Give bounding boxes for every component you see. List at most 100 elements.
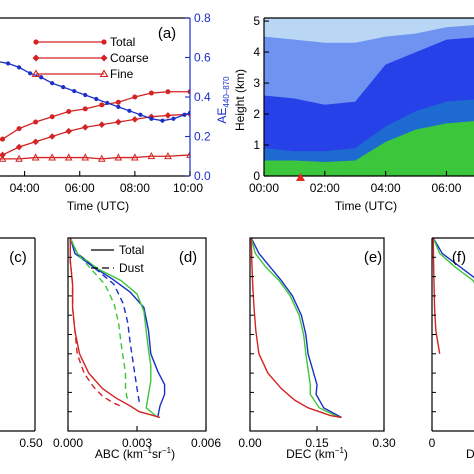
data-point-ae-13	[127, 108, 132, 113]
data-point-ae-12	[116, 104, 121, 109]
panel-a-ae-ticks: 0.0 0.2 0.4 0.6 0.8	[185, 11, 211, 183]
panel-c: 0.50 (c)	[0, 237, 43, 450]
data-point-coarse-3	[32, 138, 39, 146]
panel-b-x-tick-label-1: 02:00	[310, 181, 340, 195]
panel-d-label: (d)	[179, 249, 197, 266]
panel-a-plot-area	[0, 61, 190, 162]
d-profile-dust-blue	[69, 237, 140, 403]
panel-b-y-ticks: 0 1 2 3 4 5	[253, 14, 269, 183]
data-point-total-8	[115, 99, 121, 105]
panel-a-label: (a)	[158, 25, 176, 42]
panel-b-x-ticks: 00:00 02:00 04:00 06:00	[249, 171, 462, 195]
data-point-total-12	[187, 89, 190, 95]
e-x-tick-label-0: 0.00	[238, 436, 262, 450]
data-point-fine-1	[0, 154, 7, 162]
panel-d-xlabel-sup1: −1	[143, 446, 153, 455]
panel-e-x-ticks: 0.00 0.15 0.30	[238, 426, 396, 450]
panel-b-y-tick-label-5: 5	[253, 14, 260, 28]
panel-b-x-tick-label-3: 06:00	[431, 181, 461, 195]
panel-c-x-tick-label-0: 0.50	[19, 436, 43, 450]
data-point-total-6	[82, 106, 88, 112]
data-point-total-4	[49, 114, 55, 120]
data-point-ae-2	[5, 61, 11, 66]
panel-b-y-tick-label-4: 4	[253, 45, 260, 59]
panel-d-xlabel-mid: sr	[152, 447, 162, 461]
data-point-ae-16	[160, 118, 165, 123]
panel-f-label: (f)	[452, 249, 466, 266]
panel-a-ae-label-sub: 440–870	[222, 76, 231, 108]
data-point-fine-6	[81, 153, 90, 161]
panel-a-ae-tick-label-2: 0.4	[194, 90, 211, 104]
data-point-ae-14	[138, 112, 143, 117]
data-point-ae-6	[50, 81, 55, 86]
legend-label-d-dust: Dust	[119, 261, 144, 275]
d-x-tick-label-2: 0.006	[191, 436, 221, 450]
legend-marker-coarse-left	[32, 54, 40, 62]
panel-a-x-ticks: 04:00 06:00 08:00 10:00	[10, 171, 203, 195]
panel-b-y-tick-label-2: 2	[253, 107, 260, 121]
panel-a-ae-label-main: AE	[215, 108, 229, 124]
d-profile-total-red	[69, 238, 161, 419]
data-point-coarse-8	[115, 118, 122, 126]
panel-f-x-axis-label-partial: D	[466, 447, 474, 461]
panel-a-legend: Total Coarse Fine	[31, 35, 149, 81]
data-point-fine-12	[186, 150, 190, 158]
legend-label-d-total: Total	[119, 243, 144, 257]
data-point-total-2	[16, 126, 22, 132]
panel-e-xlabel-end: )	[344, 447, 348, 461]
e-x-tick-label-1: 0.15	[305, 436, 329, 450]
d-profile-dust-red	[69, 238, 124, 408]
heatmap-layer-4	[264, 121, 474, 176]
panel-b-time-marker	[295, 173, 305, 181]
panel-b-y-tick-label-1: 1	[253, 138, 260, 152]
legend-marker-coarse-right	[100, 54, 108, 62]
panel-d-legend: Total Dust	[91, 243, 144, 275]
panel-b-x-tick-label-2: 04:00	[371, 181, 401, 195]
data-point-coarse-1	[0, 151, 6, 159]
panel-d-xlabel-sup2: −1	[162, 446, 172, 455]
d-x-tick-label-1: 0.003	[122, 436, 152, 450]
panel-a-ae-tick-label-4: 0.8	[194, 11, 211, 25]
data-point-ae-18	[182, 112, 187, 117]
data-point-total-7	[99, 102, 105, 108]
panel-b-y-axis-label: Height (km)	[233, 69, 247, 131]
data-point-total-11	[165, 89, 171, 95]
panel-b: 00:00 02:00 04:00 06:00 0 1 2 3 4 5 Time (UTC) H…	[233, 14, 474, 213]
data-point-ae-17	[171, 116, 176, 121]
panel-c-x-ticks: 0.50	[19, 436, 43, 450]
legend-label-total: Total	[110, 35, 135, 49]
data-point-coarse-7	[98, 121, 106, 128]
data-point-ae-7	[61, 85, 66, 90]
data-point-total-1	[0, 136, 6, 142]
panel-d-xlabel-main: ABC (km	[95, 447, 143, 461]
data-point-coarse-2	[15, 143, 23, 151]
data-point-ae-9	[83, 92, 88, 98]
series-line-fine	[0, 154, 190, 160]
panel-d-xlabel-end: )	[171, 447, 175, 461]
panel-a-x-tick-label-3: 10:00	[173, 181, 203, 195]
data-point-fine-11	[164, 151, 172, 160]
panel-d-x-axis-label: ABC (km−1sr−1)	[95, 446, 175, 461]
data-point-coarse-9	[131, 116, 139, 123]
f-x-tick-label-0: 0	[429, 436, 436, 450]
panel-a-ae-tick-label-0: 0.0	[194, 169, 211, 183]
panel-a-ae-tick-label-3: 0.6	[194, 51, 211, 65]
data-point-coarse-5	[65, 127, 73, 135]
panel-e-label: (e)	[364, 249, 382, 266]
panel-e: 0.00 0.15 0.30 (e) DEC (km−1)	[238, 237, 396, 461]
d-x-tick-label-0: 0.000	[53, 436, 83, 450]
d-profile-dust-green	[69, 237, 129, 403]
panel-e-xlabel-main: DEC (km	[286, 447, 335, 461]
panel-e-xlabel-sup1: −1	[335, 446, 345, 455]
data-point-fine-5	[64, 153, 73, 161]
panel-b-y-tick-label-0: 0	[253, 169, 260, 183]
data-point-ae-5	[39, 75, 44, 80]
legend-label-coarse: Coarse	[110, 51, 149, 65]
data-point-coarse-4	[48, 133, 56, 140]
panel-e-y-ticks	[250, 237, 254, 413]
panel-a-x-tick-label-0: 04:00	[10, 181, 40, 195]
data-point-ae-4	[28, 71, 33, 76]
panel-a-x-tick-label-1: 06:00	[65, 181, 95, 195]
data-point-fine-9	[131, 153, 139, 161]
